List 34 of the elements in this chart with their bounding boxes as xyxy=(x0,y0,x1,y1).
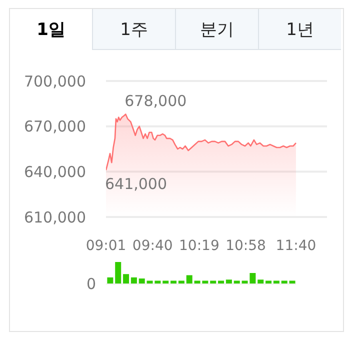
text: 분기 xyxy=(175,9,258,50)
bar xyxy=(210,280,216,284)
bar xyxy=(234,280,240,284)
y-tick-label: 670,000 xyxy=(24,118,86,136)
bar xyxy=(281,280,288,284)
bar xyxy=(107,277,114,284)
bar xyxy=(218,280,224,284)
bar xyxy=(162,280,169,284)
bar xyxy=(170,280,177,284)
text: 0 xyxy=(85,275,96,293)
bar xyxy=(115,262,122,284)
bar xyxy=(123,274,130,284)
x-tick-label: 10:58 xyxy=(226,238,266,254)
bar xyxy=(258,280,264,284)
bar xyxy=(226,280,232,284)
annotation: 641,000 xyxy=(104,174,168,193)
x-tick-label: 09:40 xyxy=(132,238,173,254)
text: 1일 xyxy=(10,9,92,50)
text: 1주 xyxy=(92,9,175,50)
x-tick-label: 10:19 xyxy=(179,238,220,254)
bar xyxy=(289,280,296,284)
bar xyxy=(186,275,192,284)
y-tick-label: 610,000 xyxy=(24,208,86,226)
annotation: 678,000 xyxy=(124,92,187,110)
text: 1년 xyxy=(258,9,341,50)
bar xyxy=(178,280,184,284)
x-tick-label: 11:40 xyxy=(276,238,316,254)
y-tick-label: 700,000 xyxy=(24,72,86,90)
bar xyxy=(130,277,137,284)
y-tick-label: 640,000 xyxy=(24,162,86,181)
bar xyxy=(138,278,145,284)
bar xyxy=(273,280,280,284)
x-tick-label: 09:01 xyxy=(86,238,126,254)
bar xyxy=(266,280,272,284)
